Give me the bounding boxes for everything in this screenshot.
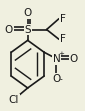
Text: O: O <box>70 54 78 64</box>
Text: O: O <box>52 74 61 84</box>
Text: O: O <box>24 8 32 18</box>
Text: F: F <box>60 34 66 44</box>
Text: F: F <box>60 14 66 24</box>
Text: -: - <box>60 75 63 84</box>
Text: N: N <box>53 54 60 64</box>
Text: S: S <box>24 25 31 35</box>
Text: Cl: Cl <box>8 95 19 105</box>
Text: O: O <box>5 25 13 35</box>
Text: +: + <box>58 51 64 57</box>
